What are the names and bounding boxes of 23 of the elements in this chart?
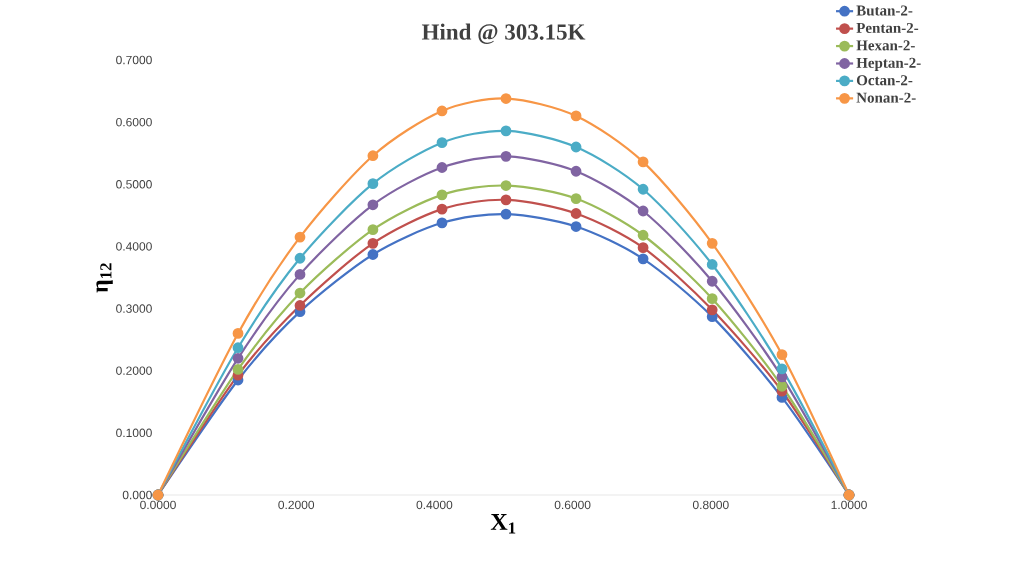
y-tick-label: 0.3000 xyxy=(116,304,152,313)
x-tick-label: 1.0000 xyxy=(831,500,867,510)
legend-label: Nonan-2- xyxy=(856,92,916,103)
x-tick-label: 0.8000 xyxy=(692,500,729,510)
y-tick-label: 0.1000 xyxy=(116,428,152,438)
y-tick-label: 0.4000 xyxy=(116,242,152,251)
legend-label: Pentan-2- xyxy=(856,22,919,33)
y-tick-label: 0.7000 xyxy=(116,55,152,65)
y-tick-label: 0.5000 xyxy=(116,180,152,189)
y-tick-label: 0.6000 xyxy=(116,117,152,127)
x-tick-label: 0.2000 xyxy=(278,500,315,510)
x-axis-title: X$_{1}$ xyxy=(490,514,516,534)
x-tick-label: 0.4000 xyxy=(416,500,453,510)
legend-label: Hexan-2- xyxy=(856,40,915,51)
x-tick-label: 0.6000 xyxy=(554,500,591,510)
y-tick-label: 0.2000 xyxy=(116,366,152,375)
y-axis-title: η$_{12}$ xyxy=(96,263,113,293)
chart-title: Hind @ 303.15K xyxy=(421,23,586,44)
legend-label: Butan-2- xyxy=(856,5,913,16)
x-tick-label: 0.0000 xyxy=(140,500,176,510)
y-tick-label: 0.000 xyxy=(122,490,152,500)
legend-label: Octan-2- xyxy=(856,75,913,86)
legend-label: Heptan-2- xyxy=(856,57,921,71)
